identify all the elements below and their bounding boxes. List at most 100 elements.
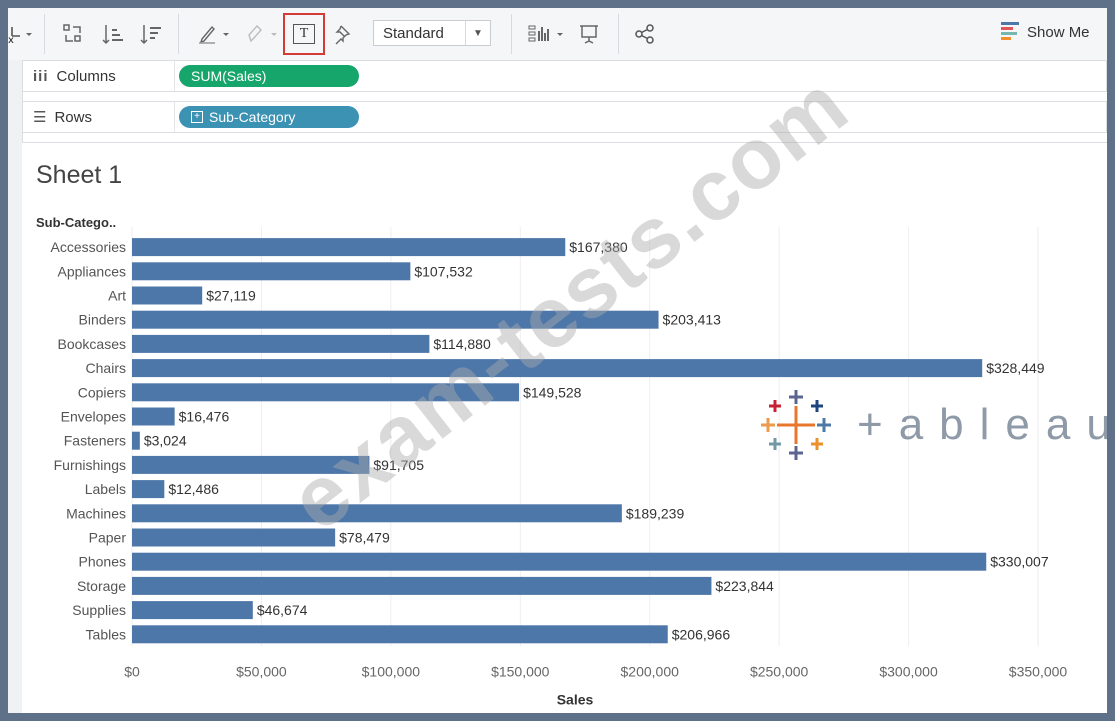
toolbar-divider [511, 14, 512, 54]
bar [132, 455, 370, 474]
x-tick-label: $50,000 [236, 663, 287, 679]
bar-chart: Sub-Catego.. Accessories $167,380 Appliance… [36, 215, 1068, 707]
bar [132, 407, 175, 426]
bar-value-label: $167,380 [569, 239, 628, 255]
category-label: Furnishings [54, 457, 126, 473]
fit-select-value: Standard [383, 24, 444, 42]
highlight-pen-icon[interactable] [194, 18, 220, 50]
sheet-title: Sheet 1 [36, 161, 123, 189]
tableau-logo: +ableau [757, 386, 1107, 464]
group-dropdown-icon[interactable] [268, 18, 280, 50]
category-label: Labels [85, 481, 126, 497]
category-label: Machines [66, 505, 126, 521]
bar-value-label: $330,007 [990, 554, 1049, 570]
category-label: Paper [89, 530, 127, 546]
bar-value-label: $149,528 [523, 384, 582, 400]
tableau-window: x T Standard ▼ [8, 8, 1107, 713]
bar-value-label: $46,674 [257, 602, 308, 618]
columns-shelf-label: iii Columns [23, 61, 175, 91]
show-me-button[interactable]: Show Me [1001, 22, 1090, 42]
bar [132, 601, 253, 620]
bar-value-label: $223,844 [715, 578, 774, 594]
category-label: Bookcases [58, 336, 126, 352]
x-tick-label: $300,000 [879, 663, 938, 679]
fix-axes-pin-icon[interactable] [330, 18, 356, 50]
bar [132, 576, 712, 595]
category-label: Envelopes [61, 409, 126, 425]
share-icon[interactable] [630, 18, 660, 50]
bar-value-label: $91,705 [373, 457, 424, 473]
svg-text:x: x [8, 35, 14, 45]
toolbar-divider [618, 14, 619, 54]
x-tick-label: $250,000 [750, 663, 809, 679]
undo-dropdown-icon[interactable] [22, 18, 36, 50]
bar [132, 431, 140, 450]
bar-value-label: $114,880 [433, 336, 491, 352]
bar [132, 286, 203, 305]
bar [132, 359, 983, 378]
category-label: Binders [79, 312, 126, 328]
chevron-down-icon: ▼ [465, 21, 490, 45]
bar [132, 528, 336, 547]
show-me-label: Show Me [1027, 23, 1090, 41]
swap-rows-columns-icon[interactable] [58, 18, 88, 50]
bar-value-label: $78,479 [339, 530, 390, 546]
toolbar-divider [44, 14, 45, 54]
row-header-label: Sub-Catego.. [36, 215, 116, 230]
bar-value-label: $27,119 [206, 288, 256, 304]
side-panel-edge [8, 60, 23, 713]
rows-pill-sub-category[interactable]: + Sub-Category [179, 106, 359, 128]
category-label: Accessories [51, 239, 126, 255]
columns-label: Columns [56, 67, 116, 85]
bar-value-label: $107,532 [414, 263, 473, 279]
x-tick-label: $100,000 [362, 663, 421, 679]
category-label: Art [108, 288, 126, 304]
rows-icon: ☰ [33, 109, 47, 126]
bar-value-label: $12,486 [168, 481, 219, 497]
columns-icon: iii [33, 67, 49, 85]
toolbar: x T Standard ▼ [8, 8, 1107, 61]
x-axis-title: Sales [557, 691, 594, 707]
category-label: Chairs [86, 360, 126, 376]
rows-label: Rows [54, 108, 92, 126]
bar [132, 383, 520, 402]
fit-select[interactable]: Standard ▼ [373, 20, 491, 46]
show-me-icon [1001, 22, 1019, 42]
rows-pill-label: Sub-Category [209, 109, 296, 125]
text-icon: T [293, 24, 315, 44]
expand-hierarchy-icon[interactable]: + [191, 111, 203, 123]
show-mark-labels-button[interactable]: T [283, 13, 325, 55]
category-label: Storage [77, 578, 126, 594]
bar-value-label: $16,476 [179, 409, 230, 425]
bar [132, 480, 165, 499]
tableau-wordmark: +ableau [857, 400, 1107, 449]
x-tick-label: $200,000 [621, 663, 680, 679]
category-label: Copiers [78, 384, 126, 400]
presentation-mode-icon[interactable] [574, 18, 604, 50]
bar-value-label: $3,024 [144, 433, 187, 449]
tableau-cross-icon [761, 390, 831, 460]
show-cards-icon[interactable] [524, 18, 554, 50]
highlight-dropdown-icon[interactable] [220, 18, 232, 50]
show-cards-dropdown-icon[interactable] [554, 18, 566, 50]
category-label: Supplies [72, 602, 126, 618]
x-tick-label: $150,000 [491, 663, 550, 679]
group-members-icon[interactable] [242, 18, 268, 50]
bar [132, 310, 659, 329]
columns-pill-sum-sales[interactable]: SUM(Sales) [179, 65, 359, 87]
bar [132, 552, 987, 571]
rows-shelf: ☰ Rows + Sub-Category [22, 101, 1107, 133]
bar-value-label: $328,449 [986, 360, 1045, 376]
bar-value-label: $203,413 [663, 312, 722, 328]
toolbar-divider [178, 14, 179, 54]
category-label: Appliances [58, 263, 127, 279]
bar-value-label: $189,239 [626, 505, 685, 521]
sort-descending-icon[interactable] [136, 18, 166, 50]
x-tick-label: $0 [124, 663, 140, 679]
sort-ascending-icon[interactable] [98, 18, 128, 50]
category-label: Tables [86, 626, 126, 642]
x-tick-label: $350,000 [1009, 663, 1068, 679]
category-label: Phones [79, 554, 126, 570]
category-label: Fasteners [64, 433, 126, 449]
undo-icon[interactable]: x [8, 18, 32, 50]
